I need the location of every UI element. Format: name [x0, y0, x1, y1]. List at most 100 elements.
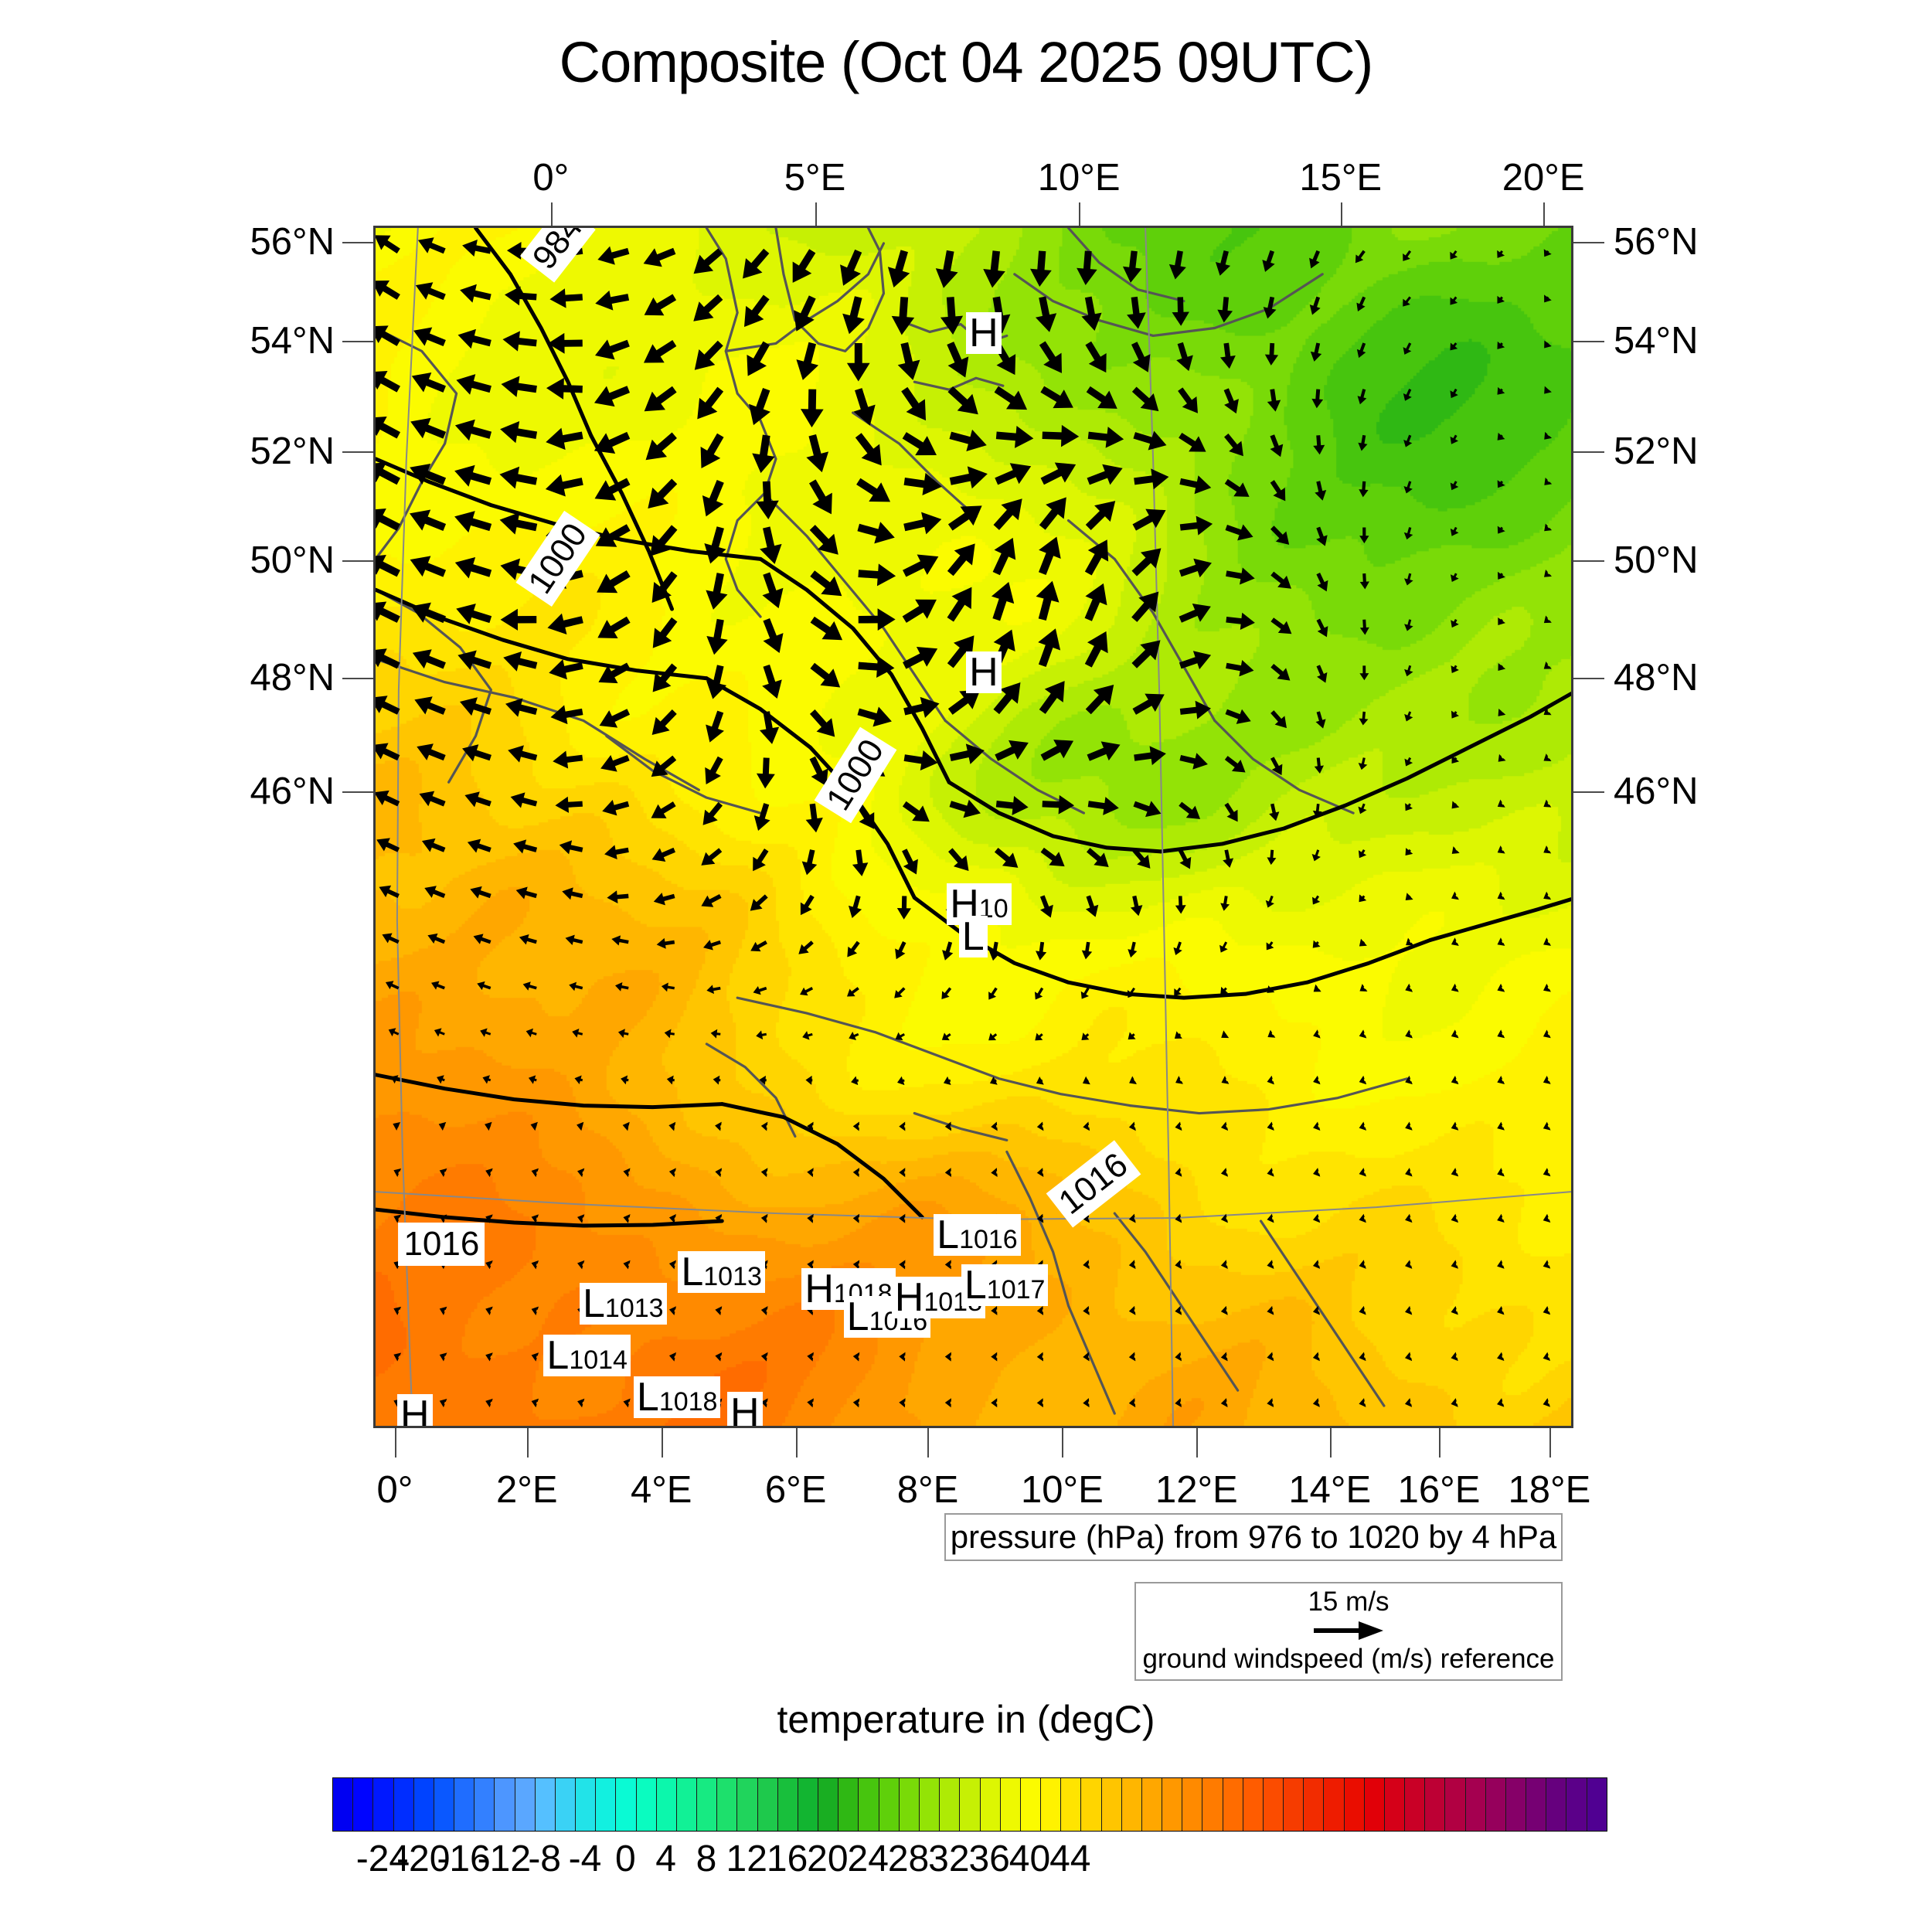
wind-vector-arrow	[1497, 1029, 1505, 1039]
wind-vector-arrow	[651, 847, 675, 862]
wind-vector-arrow	[454, 419, 492, 441]
wind-vector-arrow	[1543, 1029, 1551, 1039]
wind-vector-arrow	[376, 743, 400, 761]
wind-vector-arrow	[897, 1076, 905, 1086]
axis-tick	[1196, 1428, 1199, 1458]
wind-vector-arrow	[1543, 1213, 1551, 1223]
coastline	[736, 996, 1131, 1107]
wind-vector-arrow	[858, 655, 895, 679]
bottom-axis-label: 6°E	[764, 1469, 827, 1511]
wind-vector-arrow	[1224, 434, 1243, 457]
wind-vector-arrow	[1357, 389, 1367, 405]
wind-vector-arrow	[1220, 1168, 1228, 1177]
wind-vector-arrow	[1451, 891, 1459, 900]
wind-vector-arrow	[1358, 849, 1367, 859]
wind-vector-arrow	[1497, 983, 1505, 992]
bottom-axis-label: 8°E	[896, 1469, 959, 1511]
wind-vector-arrow	[594, 478, 631, 501]
wind-vector-arrow	[705, 756, 723, 784]
map-plot-area[interactable]: 984 1000 1000 1016 1016 L1013 L1013 L1014 L1018…	[373, 226, 1573, 1428]
pressure-marker-h: H	[966, 311, 1002, 354]
wind-vector-arrow	[1359, 1121, 1367, 1131]
wind-vector-arrow	[1083, 1121, 1090, 1131]
wind-vector-arrow	[1220, 1213, 1228, 1223]
colorbar-cell	[1344, 1778, 1365, 1831]
wind-vector-arrow	[857, 706, 892, 727]
wind-vector-arrow	[437, 1075, 445, 1084]
wind-vector-arrow	[1087, 464, 1123, 485]
wind-vector-arrow	[1128, 1260, 1136, 1270]
wind-vector-arrow	[1315, 711, 1326, 729]
wind-vector-arrow	[1404, 757, 1413, 767]
wind-vector-arrow	[1405, 848, 1413, 856]
colorbar-tick-label: -12	[477, 1838, 532, 1879]
wind-vector-arrow	[899, 1121, 906, 1131]
wind-vector-arrow	[1359, 1305, 1366, 1315]
wind-vector-arrow	[903, 646, 938, 669]
colorbar-tick-label: 24	[847, 1838, 889, 1879]
wind-vector-arrow	[572, 1029, 583, 1038]
right-axis-label: 52°N	[1614, 430, 1699, 472]
colorbar-tick-labels: -24 -20 -16 -12 -8 -4 0 4 8 12 16 20 24 28 32 36 40 44	[332, 1838, 1606, 1884]
wind-vector-arrow	[1130, 895, 1143, 917]
wind-vector-arrow	[519, 934, 537, 945]
wind-vector-arrow	[473, 934, 492, 944]
wind-vector-arrow	[1543, 983, 1551, 992]
wind-vector-arrow	[1497, 1213, 1505, 1223]
wind-vector-arrow	[1215, 250, 1231, 276]
wind-vector-arrow	[1270, 434, 1284, 457]
colorbar-cell	[717, 1778, 738, 1831]
wind-vector-arrow	[1312, 1398, 1320, 1407]
wind-vector-arrow	[1543, 1305, 1551, 1315]
wind-vector-arrow	[615, 982, 629, 992]
wind-vector-arrow	[595, 524, 631, 547]
coastline	[605, 734, 762, 815]
wind-vector-arrow	[1316, 526, 1328, 546]
wind-vector-arrow	[704, 526, 726, 564]
pressure-marker-type: L	[583, 1281, 605, 1326]
colorbar-cell	[535, 1778, 556, 1831]
wind-vector-arrow	[393, 1121, 401, 1131]
wind-vector-arrow	[1356, 296, 1366, 312]
wind-vector-arrow	[1497, 937, 1505, 946]
coastline	[1113, 1212, 1240, 1392]
wind-vector-arrow	[485, 1260, 493, 1270]
colorbar-cell	[1384, 1778, 1406, 1831]
wind-vector-arrow	[763, 618, 784, 654]
pressure-marker-value: 1014	[569, 1345, 628, 1375]
wind-vector-arrow	[550, 705, 583, 725]
wind-vector-arrow	[1128, 1398, 1136, 1408]
wind-vector-arrow	[513, 839, 538, 854]
wind-vector-arrow	[1497, 1121, 1505, 1131]
wind-vector-arrow	[485, 1168, 493, 1178]
wind-vector-arrow	[485, 1398, 493, 1408]
wind-vector-arrow	[1077, 250, 1097, 286]
colorbar-tick-label: 28	[887, 1838, 930, 1879]
wind-vector-arrow	[510, 792, 538, 808]
wind-vector-arrow	[899, 1260, 906, 1270]
wind-vector-arrow	[1224, 802, 1238, 822]
wind-vector-arrow	[1359, 984, 1368, 992]
wind-vector-arrow	[522, 981, 537, 991]
wind-vector-arrow	[902, 432, 937, 456]
wind-vector-arrow	[1085, 341, 1107, 373]
wind-vector-arrow	[611, 935, 629, 946]
wind-vector-arrow	[1543, 615, 1552, 624]
wind-vector-arrow	[792, 249, 816, 283]
wind-vector-arrow	[1314, 757, 1324, 774]
wind-vector-arrow	[1403, 527, 1413, 540]
wind-vector-arrow	[703, 940, 721, 951]
wind-vector-arrow	[1173, 941, 1182, 955]
wind-vector-arrow	[467, 838, 492, 853]
wind-vector-arrow	[857, 522, 895, 544]
wind-vector-arrow	[623, 1398, 631, 1408]
wind-vector-arrow	[847, 987, 859, 997]
isobar	[589, 434, 675, 611]
wind-vector-arrow	[656, 937, 675, 949]
wind-vector-arrow	[1544, 569, 1552, 577]
wind-vector-arrow	[376, 790, 400, 807]
colorbar[interactable]	[332, 1777, 1607, 1832]
wind-vector-arrow	[852, 1213, 860, 1223]
wind-vector-arrow	[598, 662, 631, 684]
wind-vector-arrow	[410, 602, 446, 624]
